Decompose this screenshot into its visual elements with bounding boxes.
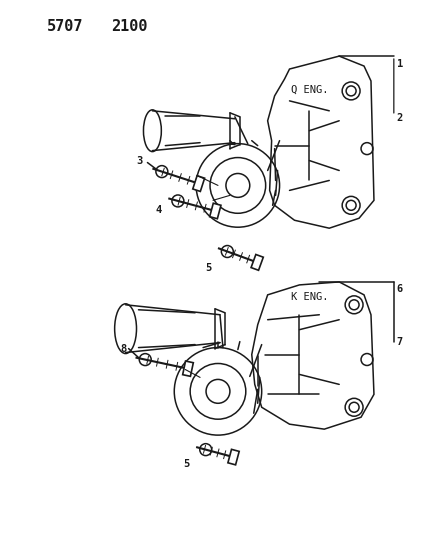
- Text: Q ENG.: Q ENG.: [290, 85, 328, 95]
- Text: 1: 1: [397, 59, 403, 69]
- Text: 4: 4: [155, 205, 162, 215]
- Text: 6: 6: [397, 284, 403, 294]
- Polygon shape: [183, 361, 193, 376]
- Text: 5: 5: [183, 459, 190, 469]
- Polygon shape: [228, 449, 239, 465]
- Text: 3: 3: [136, 156, 143, 166]
- Polygon shape: [210, 203, 221, 219]
- Text: 8: 8: [121, 344, 127, 353]
- Polygon shape: [193, 176, 205, 191]
- Text: 5: 5: [205, 263, 211, 273]
- Polygon shape: [251, 254, 263, 270]
- Text: 2100: 2100: [111, 19, 147, 34]
- Text: 5707: 5707: [47, 19, 84, 34]
- Text: K ENG.: K ENG.: [290, 292, 328, 302]
- Text: 2: 2: [397, 113, 403, 123]
- Text: 7: 7: [397, 337, 403, 346]
